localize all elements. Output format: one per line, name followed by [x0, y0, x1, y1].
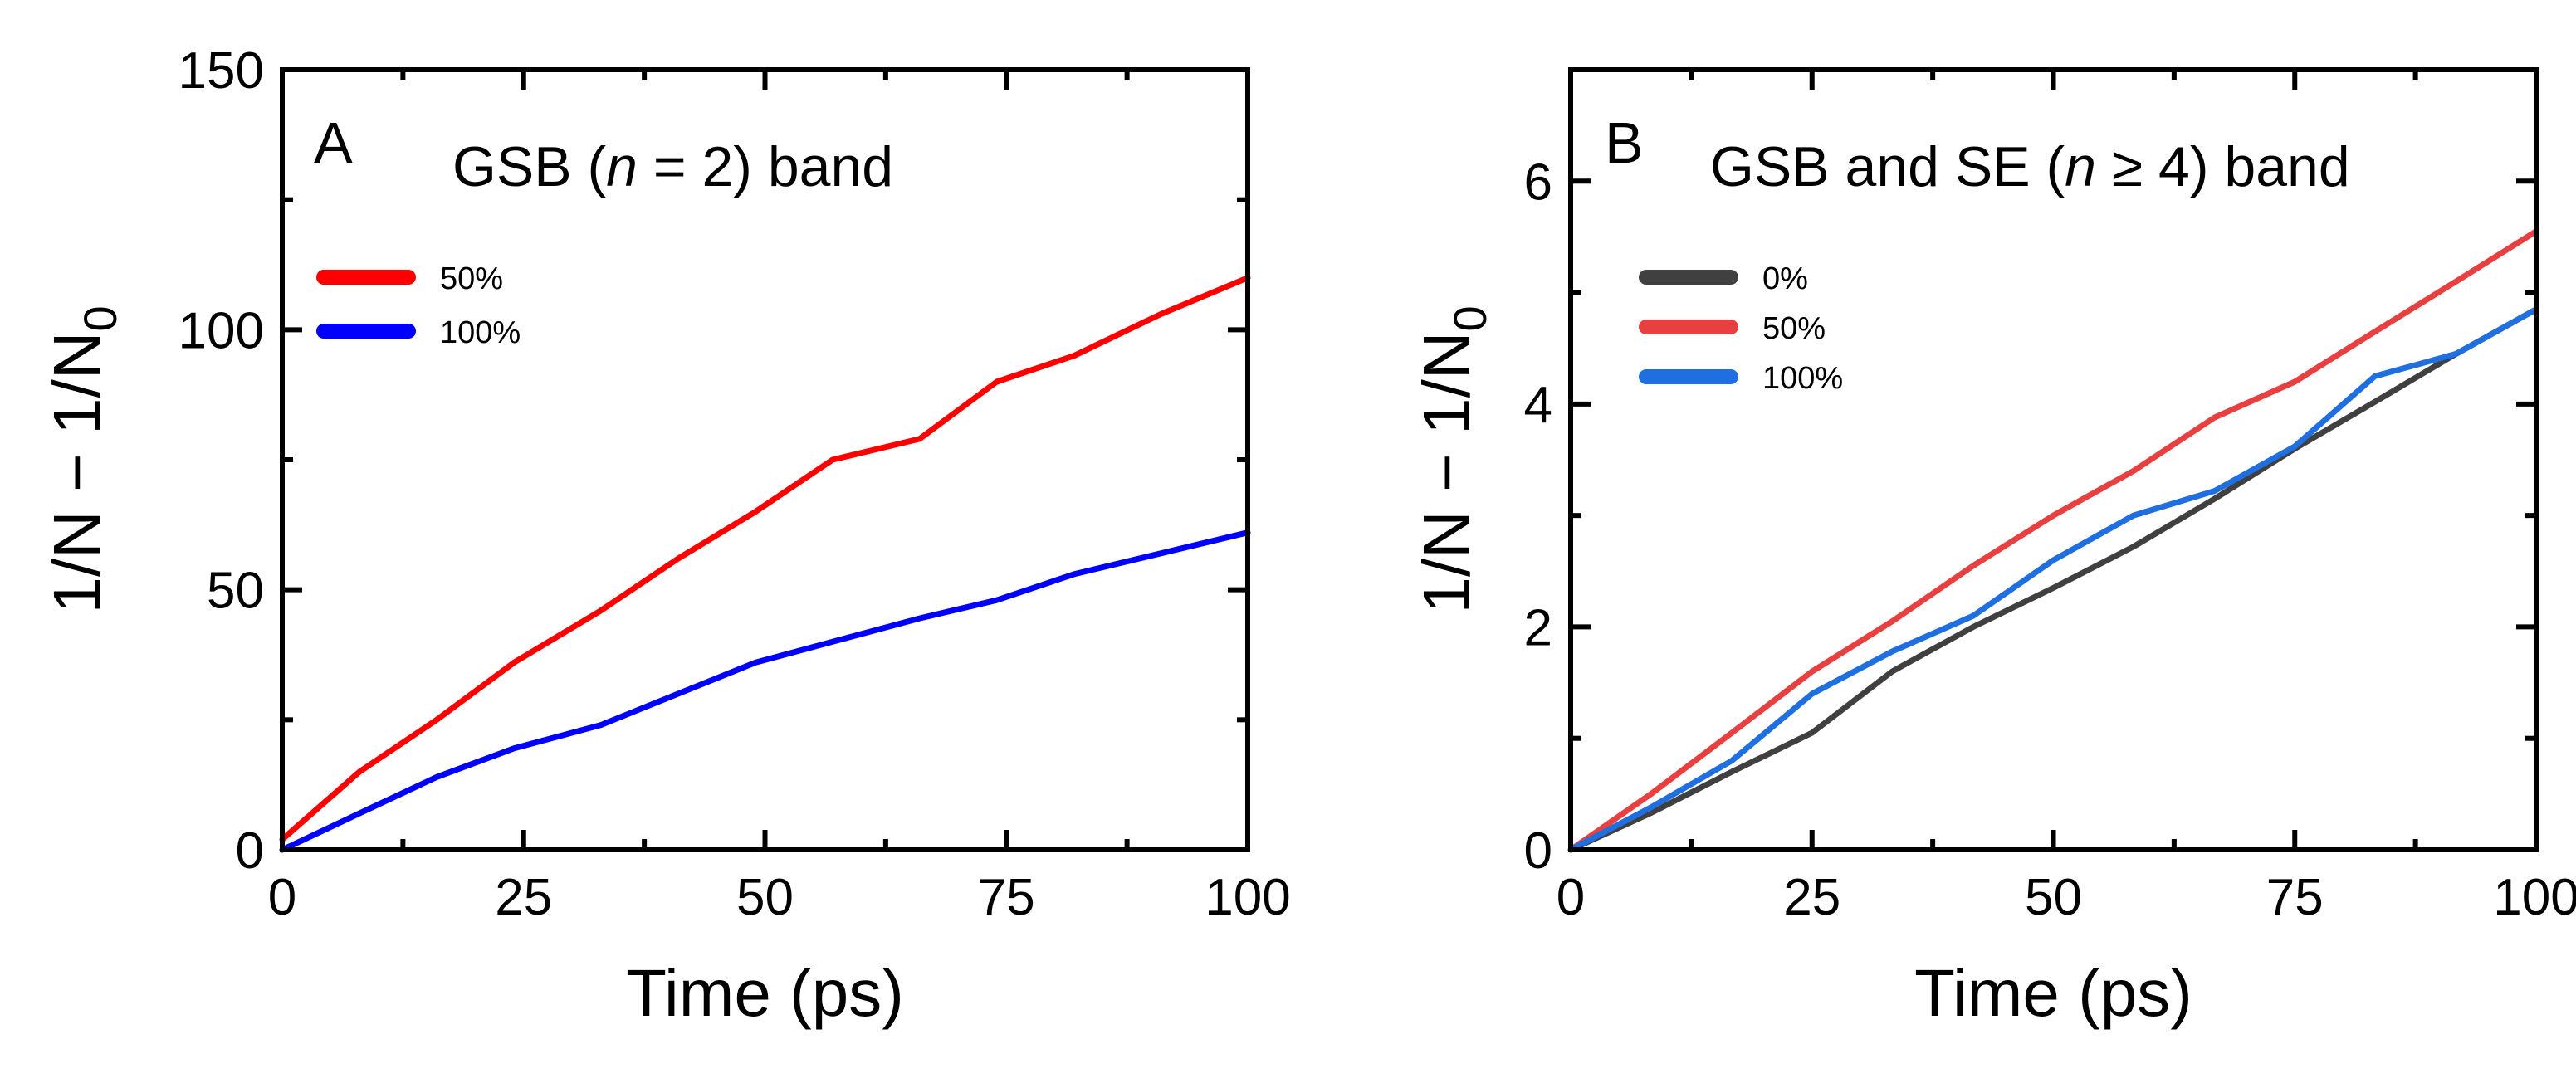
series-line-1 — [1567, 306, 2539, 853]
series-line-1 — [279, 275, 1251, 842]
x-tick-label: 100 — [1205, 869, 1290, 926]
x-tick-label: 0 — [268, 869, 296, 926]
x-tick-label: 75 — [2266, 869, 2324, 926]
y-axis-title-subscript: 0 — [74, 305, 126, 331]
y-tick-label: 4 — [1524, 377, 1552, 434]
panel-title-italic: n — [2065, 135, 2096, 198]
legend-label-2: 100% — [440, 315, 521, 350]
panel-label: B — [1605, 110, 1644, 175]
legend-label-1: 50% — [440, 261, 503, 296]
y-axis-title: 1/N − 1/N0 — [40, 305, 126, 613]
series-line-2 — [1567, 228, 2539, 853]
panel-label: A — [314, 110, 353, 175]
panel-title-end: = 2) band — [638, 135, 893, 198]
panel-title-end: ≥ 4) band — [2096, 135, 2350, 198]
x-tick-label: 25 — [1783, 869, 1840, 926]
panel-title-italic: n — [606, 135, 638, 198]
legend-label-3: 100% — [1762, 361, 1843, 396]
x-tick-label: 50 — [2025, 869, 2082, 926]
panel-title: GSB and SE (n ≥ 4) band — [1710, 135, 2350, 198]
x-tick-label: 25 — [495, 869, 552, 926]
x-axis-title: Time (ps) — [1914, 956, 2192, 1030]
y-tick-label: 50 — [207, 563, 264, 620]
y-tick-label: 0 — [236, 822, 264, 880]
legend-label-2: 50% — [1762, 311, 1826, 346]
y-axis-title-main: 1/N − 1/N — [40, 332, 114, 614]
y-tick-label: 100 — [178, 302, 264, 359]
y-axis-title: 1/N − 1/N0 — [1410, 305, 1496, 613]
y-axis-title-subscript: 0 — [1444, 305, 1496, 331]
y-axis-title-main: 1/N − 1/N — [1410, 332, 1484, 614]
x-tick-label: 50 — [736, 869, 794, 926]
x-tick-label: 100 — [2493, 869, 2576, 926]
y-tick-label: 6 — [1524, 154, 1552, 211]
panel-title: GSB (n = 2) band — [452, 135, 893, 198]
x-axis-title: Time (ps) — [626, 956, 904, 1030]
panel-title-start: GSB and SE ( — [1710, 135, 2065, 198]
panel-title-start: GSB ( — [452, 135, 606, 198]
legend-label-1: 0% — [1762, 261, 1808, 296]
y-tick-label: 0 — [1524, 822, 1552, 880]
y-tick-label: 150 — [178, 42, 264, 100]
x-tick-label: 0 — [1557, 869, 1585, 926]
series-line-3 — [1567, 306, 2539, 853]
x-tick-label: 75 — [978, 869, 1035, 926]
y-tick-label: 2 — [1524, 599, 1552, 656]
series-line-2 — [279, 529, 1251, 853]
